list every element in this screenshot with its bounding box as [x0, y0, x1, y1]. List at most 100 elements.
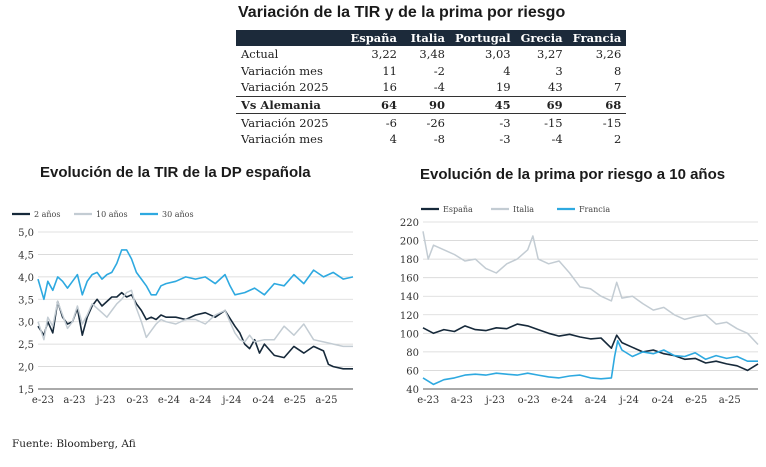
y-tick-label: 200	[400, 237, 419, 248]
series-line-3	[37, 249, 354, 301]
y-tick-label: 40	[406, 385, 419, 396]
x-tick-label: o-23	[126, 395, 148, 406]
x-tick-label: j-23	[95, 395, 115, 406]
table-cell: -3	[499, 115, 511, 130]
y-tick-label: 160	[400, 274, 419, 285]
table-cell: 2	[613, 132, 622, 147]
x-tick-label: a-25	[719, 395, 741, 406]
x-tick-label: e-25	[284, 395, 306, 406]
table-cell: 4	[389, 132, 397, 147]
y-tick-label: 220	[400, 218, 419, 229]
table-row: Variación 2025 16 -4 19 43 7	[236, 79, 626, 96]
table-row: Variación mes 4 -8 -3 -4 2	[236, 131, 626, 148]
y-tick-label: 140	[400, 292, 419, 303]
table-cell: 3,27	[537, 47, 563, 62]
chart2-title: Evolución de la prima por riesgo a 10 añ…	[420, 166, 726, 183]
table-cell: 64	[342, 95, 402, 115]
x-tick-label: a-23	[63, 395, 85, 406]
table-title: Variación de la TIR y de la prima por ri…	[238, 4, 566, 21]
series-line-3	[422, 340, 758, 386]
row-label: Variación mes	[241, 63, 323, 78]
legend-label: España	[443, 205, 473, 214]
table-cell: 8	[613, 63, 622, 78]
table-row: Variación mes 11 -2 4 3 8	[236, 63, 626, 80]
x-tick-label: j-24	[619, 395, 639, 406]
y-tick-label: 5,0	[18, 228, 34, 239]
table-header-cell: Italia	[402, 30, 450, 46]
spread-chart: 220 200 180 160 140 120 100 80 60 40e-23 a-23 j-23 o…	[400, 205, 759, 406]
x-tick-label: o-24	[252, 395, 274, 406]
table-cell: -8	[433, 132, 445, 147]
y-tick-label: 4,5	[18, 250, 34, 261]
x-tick-label: e-23	[32, 395, 54, 406]
series-line-1	[422, 323, 759, 372]
x-tick-label: e-24	[158, 395, 180, 406]
table-cell: -15	[544, 115, 563, 130]
x-tick-label: j-23	[485, 395, 505, 406]
y-tick-label: 80	[406, 348, 419, 359]
source-note: Fuente: Bloomberg, Afi	[12, 438, 136, 450]
table-cell: 3	[555, 63, 563, 78]
legend-label: Italia	[513, 205, 534, 214]
series-line-2	[422, 231, 759, 346]
table-header-cell: Francia	[567, 30, 627, 46]
table-cell: 45	[450, 95, 516, 115]
x-tick-label: o-23	[518, 395, 540, 406]
y-tick-label: 2,0	[18, 363, 34, 374]
table-cell: 3,48	[419, 47, 445, 62]
table-cell: 3,22	[371, 47, 397, 62]
table-body: Actual 3,22 3,48 3,03 3,27 3,26 Variación mes 1…	[236, 46, 627, 148]
table-cell: -2	[433, 63, 445, 78]
legend-label: 10 años	[96, 210, 128, 219]
table-cell: 69	[515, 95, 568, 115]
table-header-cell: España	[342, 30, 402, 46]
table-cell: 3,26	[595, 47, 622, 62]
x-tick-label: j-24	[221, 395, 241, 406]
table-cell: -3	[499, 132, 511, 147]
y-tick-label: 1,5	[18, 385, 34, 396]
table-cell: 19	[495, 80, 511, 95]
y-tick-label: 60	[406, 366, 419, 377]
legend-label: 30 años	[162, 210, 194, 219]
table-cell: -4	[551, 132, 563, 147]
y-tick-label: 2,5	[18, 340, 34, 351]
table-cell: 68	[567, 95, 627, 115]
chart1-title: Evolución de la TIR de la DP española	[40, 164, 311, 181]
row-label: Variación 2025	[241, 115, 329, 130]
table-row: Variación 2025 -6 -26 -3 -15 -15	[236, 114, 626, 131]
y-tick-label: 180	[400, 255, 419, 266]
table-cell: 3,03	[485, 47, 511, 62]
x-tick-label: o-24	[652, 395, 674, 406]
row-label: Variación 2025	[241, 80, 329, 95]
x-tick-label: a-25	[315, 395, 337, 406]
y-tick-label: 3,0	[18, 318, 34, 329]
table-cell: 11	[382, 63, 397, 78]
table-cell: 43	[548, 80, 563, 95]
series-line-2	[37, 289, 353, 348]
legend-label: 2 años	[34, 210, 60, 219]
table-cell: 7	[613, 80, 622, 95]
table-row: Vs Alemania 64 90 45 69 68	[236, 95, 627, 115]
table-header-row: España Italia Portugal Grecia Francia	[236, 30, 627, 46]
y-tick-label: 3,5	[18, 295, 34, 306]
x-tick-label: e-24	[551, 395, 573, 406]
table-cell: 90	[402, 95, 450, 115]
x-tick-label: a-24	[189, 395, 211, 406]
yield-spread-table: España Italia Portugal Grecia Francia Ac…	[236, 30, 627, 148]
row-label: Actual	[241, 47, 279, 62]
table-header-cell: Portugal	[450, 30, 516, 46]
x-tick-label: e-25	[685, 395, 707, 406]
table-header-cell	[236, 30, 342, 46]
y-tick-label: 4,0	[18, 273, 34, 284]
table-cell: -26	[426, 115, 445, 130]
y-tick-label: 100	[400, 329, 419, 340]
table-header-cell: Grecia	[515, 30, 568, 46]
series-line-1	[37, 291, 353, 370]
row-label: Vs Alemania	[236, 95, 342, 115]
y-tick-label: 120	[400, 311, 419, 322]
table-cell: -4	[433, 80, 445, 95]
table-cell: -6	[385, 115, 397, 130]
table-row: Actual 3,22 3,48 3,03 3,27 3,26	[236, 46, 626, 63]
table-cell: -15	[602, 115, 622, 130]
yield-chart: 5,0 4,5 4,0 3,5 3,0 2,5 2,0 1,5e-23 a-23 j-23 o-23…	[12, 210, 354, 406]
